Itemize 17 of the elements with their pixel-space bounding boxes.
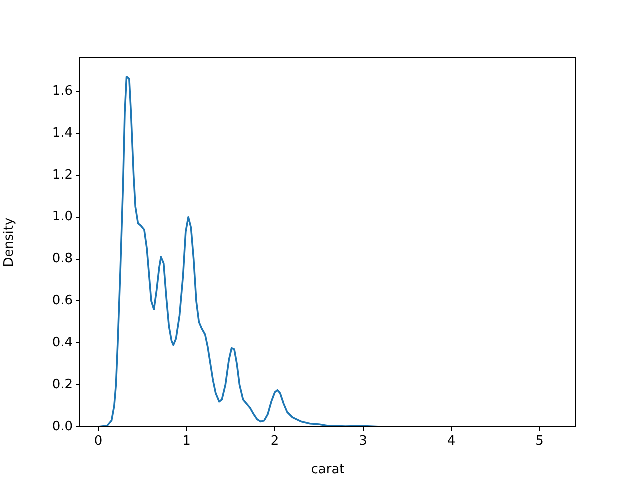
y-tick-label: 0.8	[52, 252, 73, 267]
y-tick-label: 1.0	[52, 210, 73, 225]
y-tick-label: 1.6	[52, 84, 73, 99]
y-axis-title: Density	[2, 217, 18, 268]
y-tick-label: 0.2	[52, 377, 73, 392]
x-tick-label: 5	[536, 434, 544, 450]
y-tick-label: 1.4	[52, 126, 73, 141]
x-tick-label: 4	[447, 434, 456, 450]
x-tick-label: 3	[359, 434, 368, 450]
x-tick-label: 1	[182, 434, 191, 450]
y-tick-label: 0.6	[52, 294, 73, 309]
x-axis-title: carat	[311, 462, 345, 478]
y-tick-label: 0.4	[52, 336, 73, 351]
x-tick-label: 0	[94, 434, 103, 450]
x-tick-label: 2	[270, 434, 280, 450]
y-tick-label: 0.0	[52, 419, 73, 434]
y-tick-label: 1.2	[52, 168, 73, 183]
